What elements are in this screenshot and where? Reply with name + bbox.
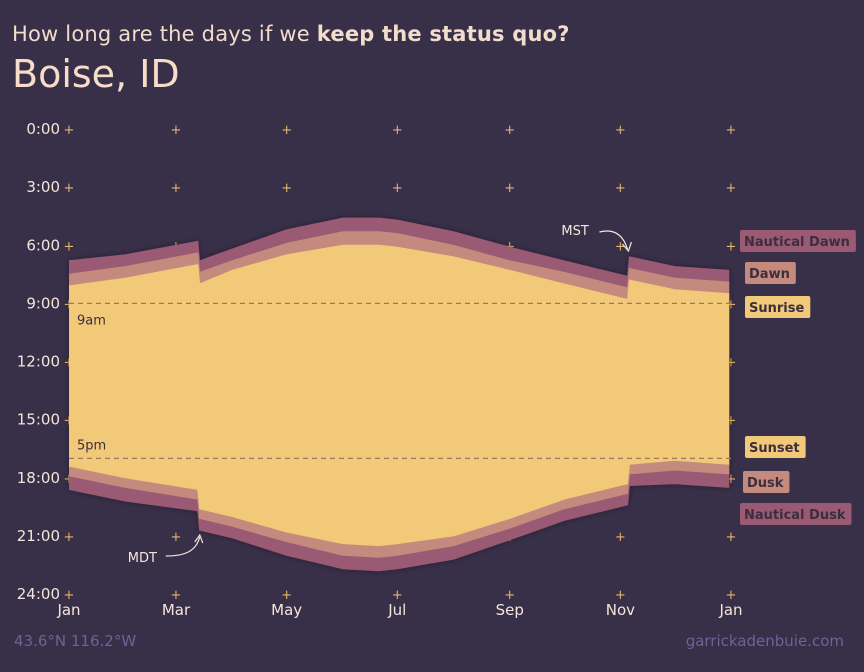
grid-plus-marker: + — [726, 297, 737, 312]
grid-plus-marker: + — [171, 530, 182, 545]
y-tick-label: 0:00 — [26, 120, 60, 138]
series-label-text: Sunset — [749, 441, 800, 456]
series-label: Nautical Dawn — [740, 230, 856, 252]
grid-plus-marker: + — [726, 239, 737, 254]
grid-plus-marker: + — [615, 530, 626, 545]
y-tick-label: 24:00 — [17, 585, 60, 603]
y-tick-label: 21:00 — [17, 527, 60, 545]
series-label-box — [740, 230, 856, 252]
annotation-arrowhead — [194, 533, 204, 544]
daylight-areas — [68, 217, 730, 572]
series-line — [68, 483, 730, 572]
x-tick-label: May — [271, 601, 302, 619]
series-line — [68, 244, 730, 301]
subtitle-emphasis: keep the status quo? — [316, 22, 570, 46]
chart-subtitle: How long are the days if we keep the sta… — [12, 22, 570, 46]
grid-plus-marker: + — [726, 181, 737, 196]
y-tick-label: 15:00 — [17, 411, 60, 429]
y-tick-label: 12:00 — [17, 353, 60, 371]
credit-caption: garrickadenbuie.com — [685, 632, 844, 650]
grid-plus-marker: + — [64, 181, 75, 196]
y-tick-label: 9:00 — [26, 294, 60, 312]
series-label: Sunrise — [745, 296, 811, 318]
subtitle-prefix: How long are the days if we — [12, 22, 317, 46]
y-tick-label: 6:00 — [26, 236, 60, 254]
coordinates-caption: 43.6°N 116.2°W — [14, 632, 137, 650]
series-label-box — [745, 262, 796, 284]
grid-plus-marker: + — [726, 588, 737, 603]
grid-plus-marker: + — [171, 181, 182, 196]
grid-plus-marker: + — [64, 239, 75, 254]
grid-plus-marker: + — [615, 123, 626, 138]
grid-plus-marker: + — [504, 123, 515, 138]
series-label: Dawn — [745, 262, 796, 284]
series-label-text: Nautical Dawn — [744, 235, 850, 250]
grid-plus-marker: + — [615, 588, 626, 603]
axis-ticks: 0:00 3:00 6:00 9:00 12:00 15:00 18:00 21:00 24:0… — [17, 120, 743, 619]
x-tick-label: Jul — [387, 601, 406, 619]
grid-plus-marker: + — [726, 472, 737, 487]
series-label-box — [745, 436, 806, 458]
grid-plus-marker: + — [615, 181, 626, 196]
series-labels: Nautical Dawn Dawn Sunrise Sunset Dusk Nautic… — [740, 230, 856, 525]
grid-plus-marker: + — [726, 356, 737, 371]
y-tick-label: 3:00 — [26, 178, 60, 196]
grid-plus-marker: + — [615, 239, 626, 254]
grid-plus-marker: + — [726, 414, 737, 429]
annotation-arrow — [165, 536, 201, 557]
grid-plus-marker: + — [281, 123, 292, 138]
series-label-box — [740, 503, 852, 525]
reference-lines: 9am 5pm — [69, 302, 731, 460]
reference-line-label: 9am — [77, 313, 106, 328]
series-line — [68, 469, 730, 558]
y-tick-label: 18:00 — [17, 469, 60, 487]
x-tick-label: Jan — [718, 601, 742, 619]
series-line — [68, 231, 730, 289]
series-label: Sunset — [745, 436, 806, 458]
grid-plus-marker: + — [64, 588, 75, 603]
grid-plus-marker: + — [392, 588, 403, 603]
dst-annotations: MST MDT — [128, 224, 633, 566]
annotation-label: MST — [561, 224, 588, 239]
grid-plus-marker: + — [281, 588, 292, 603]
series-line — [68, 217, 730, 277]
series-label-text: Sunrise — [749, 301, 804, 316]
chart-title: Boise, ID — [12, 52, 180, 96]
grid-plus-marker: + — [171, 123, 182, 138]
grid-plus-marker: + — [504, 181, 515, 196]
grid-plus-marker: + — [281, 181, 292, 196]
annotation-label: MDT — [128, 551, 157, 566]
x-tick-label: Mar — [162, 601, 191, 619]
x-tick-label: Sep — [496, 601, 524, 619]
grid-plus-marker: + — [392, 123, 403, 138]
x-tick-label: Nov — [606, 601, 635, 619]
series-label-box — [745, 296, 811, 318]
series-label-box — [743, 471, 790, 493]
series-label-text: Dawn — [749, 267, 790, 282]
grid-plus-marker: + — [64, 530, 75, 545]
daylight-band — [69, 245, 730, 546]
series-label-text: Nautical Dusk — [744, 508, 846, 523]
series-label: Dusk — [743, 471, 790, 493]
grid-plus-marker: + — [726, 123, 737, 138]
annotation-arrow — [599, 230, 629, 250]
grid-plus-marker: + — [171, 588, 182, 603]
series-label-text: Dusk — [747, 476, 784, 491]
grid-plus-marker: + — [726, 530, 737, 545]
series-label: Nautical Dusk — [740, 503, 852, 525]
grid-plus-marker: + — [504, 588, 515, 603]
grid-plus-marker: + — [64, 123, 75, 138]
reference-line-label: 5pm — [77, 438, 106, 453]
series-line — [68, 459, 730, 547]
grid-plus-marker: + — [392, 181, 403, 196]
annotation-arrowhead — [621, 241, 633, 253]
x-tick-label: Jan — [56, 601, 80, 619]
